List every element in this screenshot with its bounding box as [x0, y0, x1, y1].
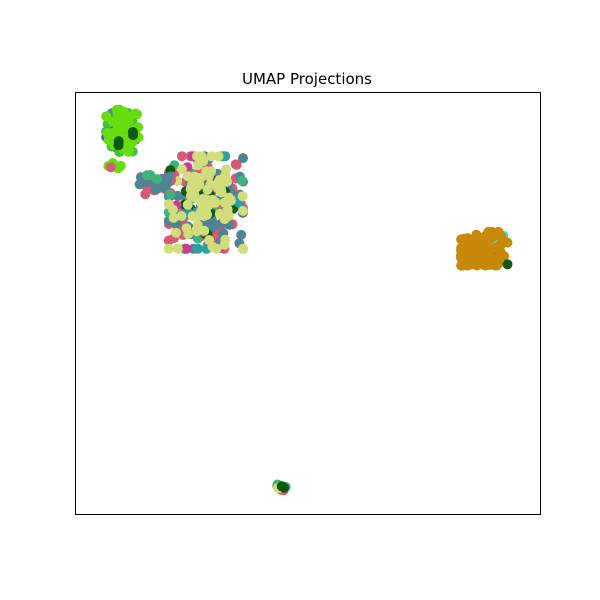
scatter-point: [238, 153, 248, 164]
scatter-point: [124, 141, 135, 152]
scatter-point: [163, 199, 174, 210]
scatter-point: [193, 160, 203, 171]
scatter-point: [207, 194, 218, 205]
scatter-point: [116, 119, 127, 129]
scatter-point: [222, 176, 233, 187]
scatter-point: [480, 260, 491, 271]
scatter-point: [112, 108, 123, 119]
scatter-point: [484, 229, 495, 240]
scatter-point: [176, 151, 187, 162]
scatter-point: [205, 179, 216, 190]
scatter-point: [220, 212, 231, 223]
scatter-point: [197, 202, 208, 213]
scatter-point: [480, 243, 491, 254]
scatter-point: [471, 247, 482, 258]
scatter-point: [193, 243, 203, 254]
data-points: [101, 104, 513, 496]
scatter-point: [206, 151, 217, 162]
scatter-point: [211, 243, 222, 254]
scatter-point: [198, 194, 208, 204]
scatter-point: [181, 243, 192, 254]
scatter-point: [230, 159, 241, 170]
scatter-point: [237, 175, 247, 186]
scatter-point: [488, 243, 499, 254]
scatter-point: [182, 199, 193, 210]
scatter-point: [219, 239, 230, 250]
scatter-point: [237, 191, 248, 202]
scatter-point: [187, 179, 198, 190]
scatter-point: [163, 243, 174, 254]
scatter-point: [196, 151, 207, 162]
scatter-point: [191, 226, 202, 237]
scatter-point: [201, 166, 212, 177]
scatter-point: [181, 223, 192, 234]
scatter-point: [204, 235, 215, 246]
scatter-point: [173, 191, 184, 202]
scatter-point: [176, 211, 187, 221]
scatter-point: [115, 160, 126, 171]
scatter-point: [199, 225, 210, 236]
scatter-point: [165, 189, 175, 200]
scatter-point: [128, 130, 139, 141]
scatter-point: [182, 171, 193, 182]
scatter-point: [113, 140, 124, 151]
scatter-point: [193, 210, 204, 221]
scatter-point: [469, 256, 480, 267]
scatter-point: [216, 187, 227, 198]
scatter-point: [502, 259, 513, 270]
scatter-point: [490, 260, 501, 271]
scatter-point: [461, 256, 472, 267]
scatter-point: [107, 127, 118, 138]
scatter-point: [177, 164, 187, 175]
scatter-point: [105, 162, 116, 173]
scatter-point: [236, 229, 247, 240]
scatter-point: [164, 171, 175, 182]
scatter-point: [152, 174, 163, 185]
scatter-point: [185, 190, 196, 201]
scatter-point: [221, 164, 232, 175]
chart-title: UMAP Projections: [242, 70, 372, 88]
scatter-point: [142, 170, 152, 181]
scatter-point: [238, 243, 248, 254]
scatter-point: [238, 205, 248, 216]
scatter-point: [495, 248, 506, 259]
scatter-point: [140, 189, 151, 200]
scatter-point: [456, 243, 467, 253]
plot-frame: [75, 92, 541, 515]
scatter-point: [223, 192, 234, 203]
scatter-point: [213, 151, 224, 162]
scatter-point: [471, 235, 482, 246]
scatter-point: [168, 212, 179, 223]
scatter-point: [172, 243, 183, 254]
scatter-point: [497, 238, 508, 249]
scatter-point: [171, 227, 181, 238]
scatter-point: [279, 482, 290, 493]
